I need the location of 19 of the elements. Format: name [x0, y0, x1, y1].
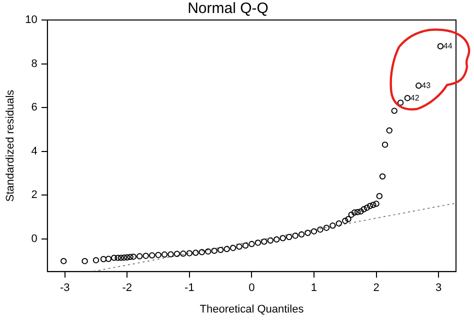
- y-axis-title: Standardized residuals: [4, 89, 17, 202]
- x-axis-title: Theoretical Quantiles: [200, 303, 304, 316]
- x-tick-label: 2: [373, 282, 380, 294]
- chart-title: Normal Q-Q: [188, 0, 268, 18]
- annotation: 42: [410, 93, 420, 102]
- x-tick-label: 0: [248, 282, 255, 294]
- x-tick-label: 1: [310, 282, 318, 294]
- y-tick-label: 0: [31, 232, 38, 245]
- x-tick-label: -1: [184, 282, 194, 294]
- y-tick-label: 2: [31, 189, 38, 202]
- annotation: 43: [422, 80, 432, 90]
- annotation: 44: [443, 41, 453, 50]
- x-tick-label: 3: [436, 282, 442, 294]
- y-tick-label: 10: [25, 14, 38, 26]
- y-tick-label: 4: [31, 145, 38, 158]
- y-tick-label: 6: [31, 102, 38, 114]
- y-tick-label: 8: [31, 58, 38, 70]
- x-tick-label: -3: [60, 282, 70, 294]
- x-tick-label: -2: [122, 282, 132, 294]
